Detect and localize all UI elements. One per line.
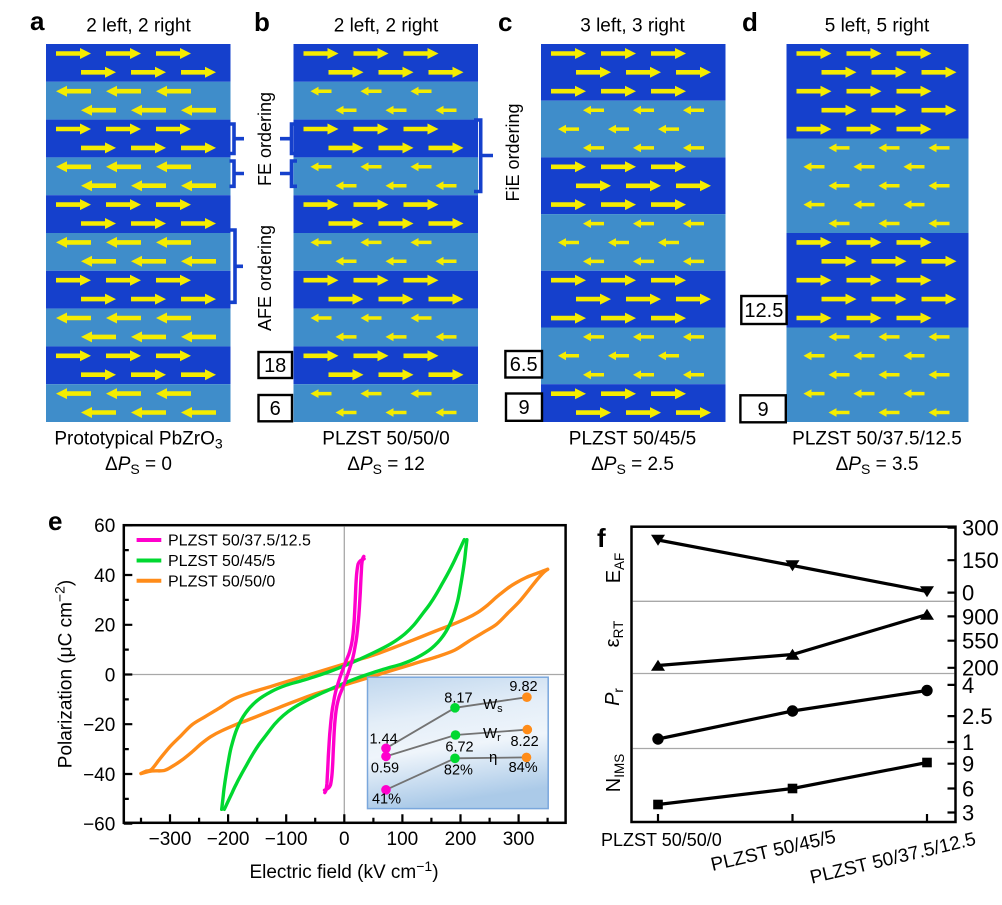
svg-text:0: 0 [962,581,974,606]
svg-text:8.22: 8.22 [510,734,538,750]
svg-text:9: 9 [962,752,974,777]
svg-text:PLZST 50/45/5: PLZST 50/45/5 [569,429,696,450]
svg-text:PLZST 50/37.5/12.5: PLZST 50/37.5/12.5 [792,429,962,450]
svg-text:9: 9 [518,397,529,419]
svg-text:Electric field (kV cm−1): Electric field (kV cm−1) [249,858,438,883]
svg-text:a: a [30,6,45,36]
svg-text:−200: −200 [207,829,250,850]
svg-text:−40: −40 [83,765,115,786]
svg-text:f: f [597,523,606,553]
svg-text:−100: −100 [265,829,308,850]
svg-text:6: 6 [962,776,974,801]
svg-text:FE ordering: FE ordering [255,92,275,186]
svg-text:40: 40 [94,566,115,587]
svg-text:60: 60 [94,516,115,537]
svg-text:PLZST 50/45/5: PLZST 50/45/5 [168,553,275,570]
svg-text:d: d [742,7,758,37]
svg-text:AFE ordering: AFE ordering [255,225,275,331]
svg-text:200: 200 [445,829,477,850]
svg-text:e: e [48,506,62,536]
svg-text:2 left, 2 right: 2 left, 2 right [86,16,191,37]
svg-text:2 left, 2 right: 2 left, 2 right [334,16,439,37]
svg-text:0: 0 [105,665,116,686]
svg-text:8.17: 8.17 [444,691,472,707]
svg-text:1: 1 [962,730,974,755]
svg-text:150: 150 [962,548,999,573]
svg-text:900: 900 [962,604,999,629]
svg-text:Prototypical PbZrO3: Prototypical PbZrO3 [54,429,223,452]
svg-text:PLZST 50/50/0: PLZST 50/50/0 [168,573,275,590]
svg-text:2.5: 2.5 [962,704,993,729]
svg-text:PLZST 50/50/0: PLZST 50/50/0 [601,830,722,850]
svg-text:5 left, 5 right: 5 left, 5 right [825,16,930,37]
svg-text:20: 20 [94,616,115,637]
svg-text:100: 100 [387,829,419,850]
svg-text:3 left, 3 right: 3 left, 3 right [580,16,685,37]
svg-text:550: 550 [962,629,999,654]
svg-text:−60: −60 [83,815,115,836]
svg-text:c: c [498,7,512,37]
svg-text:300: 300 [962,516,999,541]
svg-text:−20: −20 [83,715,115,736]
svg-text:0.59: 0.59 [371,761,399,777]
svg-text:b: b [254,7,270,37]
svg-text:18: 18 [264,355,286,377]
svg-text:NIMS: NIMS [603,754,627,792]
svg-text:ΔPS = 3.5: ΔPS = 3.5 [836,454,919,477]
svg-text:0: 0 [339,829,350,850]
svg-text:1.44: 1.44 [369,732,397,748]
svg-text:Pr: Pr [602,688,626,706]
svg-text:6.5: 6.5 [510,354,538,376]
svg-text:ΔPS = 0: ΔPS = 0 [105,454,172,477]
svg-text:4: 4 [962,673,974,698]
svg-text:ΔPS = 2.5: ΔPS = 2.5 [591,454,674,477]
svg-text:82%: 82% [444,763,473,779]
svg-text:3: 3 [962,800,974,825]
svg-text:41%: 41% [372,792,401,808]
svg-text:η: η [489,749,497,766]
svg-text:6.72: 6.72 [445,740,473,756]
svg-text:84%: 84% [509,760,538,776]
svg-text:200: 200 [962,656,999,681]
svg-text:300: 300 [503,829,535,850]
svg-text:9.82: 9.82 [509,679,537,695]
svg-text:9: 9 [758,399,769,421]
svg-text:12.5: 12.5 [744,300,783,322]
svg-text:Wr: Wr [483,725,501,744]
svg-text:PLZST 50/50/0: PLZST 50/50/0 [322,429,449,450]
svg-text:FiE ordering: FiE ordering [503,103,523,201]
svg-text:−300: −300 [149,829,192,850]
svg-text:6: 6 [270,398,281,420]
svg-text:ΔPS = 12: ΔPS = 12 [347,454,425,477]
svg-text:Polarization (μC cm−2): Polarization (μC cm−2) [52,580,77,768]
svg-text:PLZST 50/37.5/12.5: PLZST 50/37.5/12.5 [168,533,311,550]
